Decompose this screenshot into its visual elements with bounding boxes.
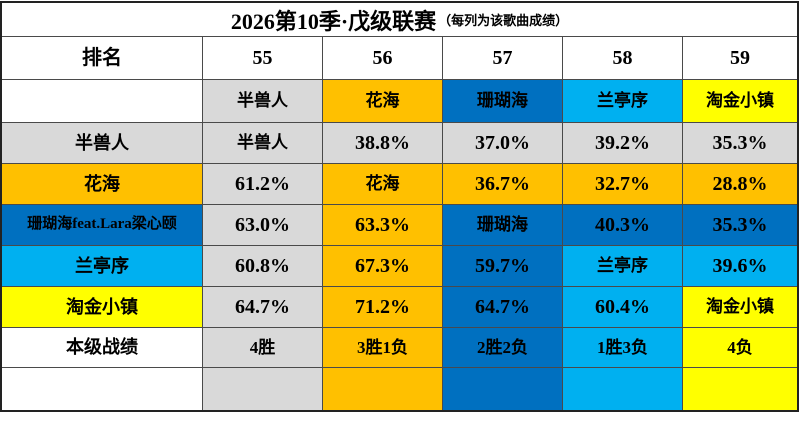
cell-shanhuhai-55: 63.0% bbox=[203, 205, 322, 245]
footer-empty-label bbox=[2, 368, 202, 410]
cell-shanhuhai-59: 35.3% bbox=[683, 205, 797, 245]
cell-lantingxu-56: 67.3% bbox=[323, 246, 442, 286]
header-rank-59: 59 bbox=[683, 37, 797, 79]
cell-shanhuhai-56: 63.3% bbox=[323, 205, 442, 245]
cell-taojinxiaozhen-57: 64.7% bbox=[443, 287, 562, 327]
cell-record-59: 4负 bbox=[683, 328, 797, 367]
row-label-shanhuhai: 珊瑚海feat.Lara梁心颐 bbox=[2, 205, 202, 245]
cell-banshouren-59: 35.3% bbox=[683, 123, 797, 163]
footer-color-56 bbox=[323, 368, 442, 410]
header-rank-58: 58 bbox=[563, 37, 682, 79]
cell-taojinxiaozhen-55: 64.7% bbox=[203, 287, 322, 327]
cell-banshouren-58: 39.2% bbox=[563, 123, 682, 163]
cell-huahai-56: 花海 bbox=[323, 164, 442, 204]
title-note: （每列为该歌曲成绩） bbox=[438, 13, 569, 28]
cell-banshouren-56: 38.8% bbox=[323, 123, 442, 163]
cell-record-56: 3胜1负 bbox=[323, 328, 442, 367]
row-label-taojinxiaozhen: 淘金小镇 bbox=[2, 287, 202, 327]
song-header-huahai: 花海 bbox=[323, 80, 442, 122]
header-rank-57: 57 bbox=[443, 37, 562, 79]
song-header-taojinxiaozhen: 淘金小镇 bbox=[683, 80, 797, 122]
cell-taojinxiaozhen-58: 60.4% bbox=[563, 287, 682, 327]
title-row: 2026第10季·戊级联赛 （每列为该歌曲成绩） bbox=[2, 3, 797, 37]
cell-huahai-57: 36.7% bbox=[443, 164, 562, 204]
header-rank-55: 55 bbox=[203, 37, 322, 79]
row-label-record: 本级战绩 bbox=[2, 328, 202, 367]
cell-lantingxu-59: 39.6% bbox=[683, 246, 797, 286]
cell-lantingxu-55: 60.8% bbox=[203, 246, 322, 286]
page-title: 2026第10季·戊级联赛 bbox=[230, 8, 437, 34]
cell-shanhuhai-57: 珊瑚海 bbox=[443, 205, 562, 245]
cell-record-55: 4胜 bbox=[203, 328, 322, 367]
cell-lantingxu-57: 59.7% bbox=[443, 246, 562, 286]
cell-shanhuhai-58: 40.3% bbox=[563, 205, 682, 245]
results-grid: 排名 55 56 57 58 59 半兽人 花海 珊瑚海 兰亭序 淘金小镇 半兽… bbox=[2, 37, 797, 410]
league-table: 2026第10季·戊级联赛 （每列为该歌曲成绩） 排名 55 56 57 58 … bbox=[0, 1, 799, 412]
row-label-huahai: 花海 bbox=[2, 164, 202, 204]
footer-color-57 bbox=[443, 368, 562, 410]
song-header-lantingxu: 兰亭序 bbox=[563, 80, 682, 122]
cell-banshouren-57: 37.0% bbox=[443, 123, 562, 163]
cell-taojinxiaozhen-59: 淘金小镇 bbox=[683, 287, 797, 327]
cell-huahai-55: 61.2% bbox=[203, 164, 322, 204]
row-label-banshouren: 半兽人 bbox=[2, 123, 202, 163]
cell-huahai-59: 28.8% bbox=[683, 164, 797, 204]
song-header-shanhuhai: 珊瑚海 bbox=[443, 80, 562, 122]
footer-color-58 bbox=[563, 368, 682, 410]
songs-row-empty-label bbox=[2, 80, 202, 122]
header-rank-label: 排名 bbox=[2, 37, 202, 79]
cell-banshouren-55: 半兽人 bbox=[203, 123, 322, 163]
cell-lantingxu-58: 兰亭序 bbox=[563, 246, 682, 286]
cell-taojinxiaozhen-56: 71.2% bbox=[323, 287, 442, 327]
cell-record-57: 2胜2负 bbox=[443, 328, 562, 367]
cell-record-58: 1胜3负 bbox=[563, 328, 682, 367]
header-rank-56: 56 bbox=[323, 37, 442, 79]
footer-color-55 bbox=[203, 368, 322, 410]
row-label-lantingxu: 兰亭序 bbox=[2, 246, 202, 286]
cell-huahai-58: 32.7% bbox=[563, 164, 682, 204]
footer-color-59 bbox=[683, 368, 797, 410]
song-header-banshouren: 半兽人 bbox=[203, 80, 322, 122]
